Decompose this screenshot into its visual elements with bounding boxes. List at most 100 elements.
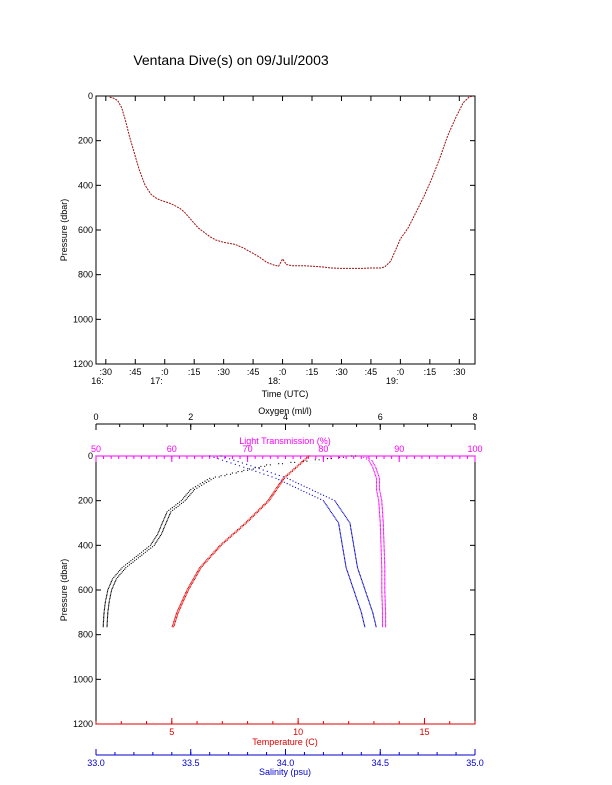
oxygen-point [115,578,117,580]
temperature-point [201,565,203,568]
oxygen-point [186,493,188,495]
temperature-point [229,536,231,539]
light-transmission-point [381,590,383,592]
temperature-point [189,584,191,586]
temperature-point [238,527,240,529]
salinity-point [345,564,347,566]
light-transmission-point [380,547,382,549]
oxygen-point [107,614,109,616]
oxygen-point [164,515,166,517]
temperature-point [247,521,249,523]
salinity-point [351,535,353,537]
oxygen-point [117,576,119,579]
temperature-point [222,542,224,544]
oxygen-point [144,551,146,553]
light-transmission-point [381,596,383,598]
temperature-point [182,601,184,603]
oxygen-point [106,595,108,597]
temperature-point [195,576,197,578]
temperature-point [191,582,193,585]
oxygen-point [109,599,111,601]
oxygen-point [351,455,353,457]
temperature-point [285,476,287,478]
temperature-point [181,603,183,606]
salinity-point [262,469,264,471]
salinity-point [363,624,366,627]
oxygen-point [184,500,186,502]
light-transmission-point [378,511,381,514]
light-transmission-point [384,610,387,612]
oxygen-point [193,488,196,491]
oxygen-point [104,600,107,602]
oxygen-point [150,547,152,549]
oxygen-point [116,572,118,574]
salinity-point [355,597,357,599]
light-transmission-point [380,497,382,499]
temperature-point [285,474,287,477]
light-transmission-point [381,624,384,627]
salinity-point [354,553,356,556]
light-transmission-point [384,572,386,574]
salinity-point [303,490,305,493]
light-transmission-point [384,574,386,577]
temperature-point [226,539,228,541]
salinity-point [346,568,348,570]
temperature-point [207,557,209,560]
salinity-point [348,576,350,578]
salinity-point [375,624,377,627]
light-transmission-point [383,550,385,552]
oxygen-point [146,550,148,552]
temperature-point [267,500,269,502]
light-transmission-point [375,486,378,488]
dive-track-y-tick-label: 600 [78,225,93,235]
salinity-point [217,458,219,460]
oxygen-point [203,483,205,485]
oxygen-point [106,624,108,627]
light-transmission-point [380,542,382,544]
oxygen-point [119,569,121,572]
oxygen-point [158,537,160,540]
temperature-tick-label: 15 [419,727,429,737]
temperature-point [181,599,183,602]
temperature-point [181,601,183,603]
salinity-point [349,578,351,581]
salinity-point [360,576,362,578]
oxygen-point [355,455,357,457]
light-transmission-point [381,501,383,503]
light-transmission-point [379,515,381,518]
light-transmission-point [381,614,384,616]
oxygen-point [107,607,109,609]
profile-series [102,455,387,628]
salinity-point [374,622,376,624]
temperature-point [259,509,261,511]
salinity-point [346,569,348,571]
temperature-point [244,522,246,524]
salinity-point [353,544,355,546]
salinity-point [352,543,355,545]
light-transmission-point [382,521,384,523]
temperature-point [261,505,264,507]
oxygen-point [326,458,329,460]
oxygen-point [194,486,197,488]
dive-track-x-tick-label: :15 [306,367,319,377]
oxygen-point [111,588,113,590]
oxygen-point [159,535,162,537]
salinity-point [367,598,369,600]
salinity-point [374,619,376,621]
salinity-point [334,517,336,519]
salinity-point [362,616,364,619]
salinity-point [350,526,352,528]
light-transmission-point [383,538,385,540]
light-transmission-series [360,455,387,628]
dive-track-y-tick-label: 400 [78,180,93,190]
light-transmission-point [383,531,385,533]
oxygen-point [104,606,106,608]
oxygen-point [102,626,104,628]
light-transmission-point [384,581,386,583]
temperature-point [279,481,281,483]
temperature-point [188,585,190,587]
salinity-point [334,500,336,502]
temperature-point [273,490,275,493]
light-transmission-point [381,502,383,504]
salinity-point [354,594,357,596]
